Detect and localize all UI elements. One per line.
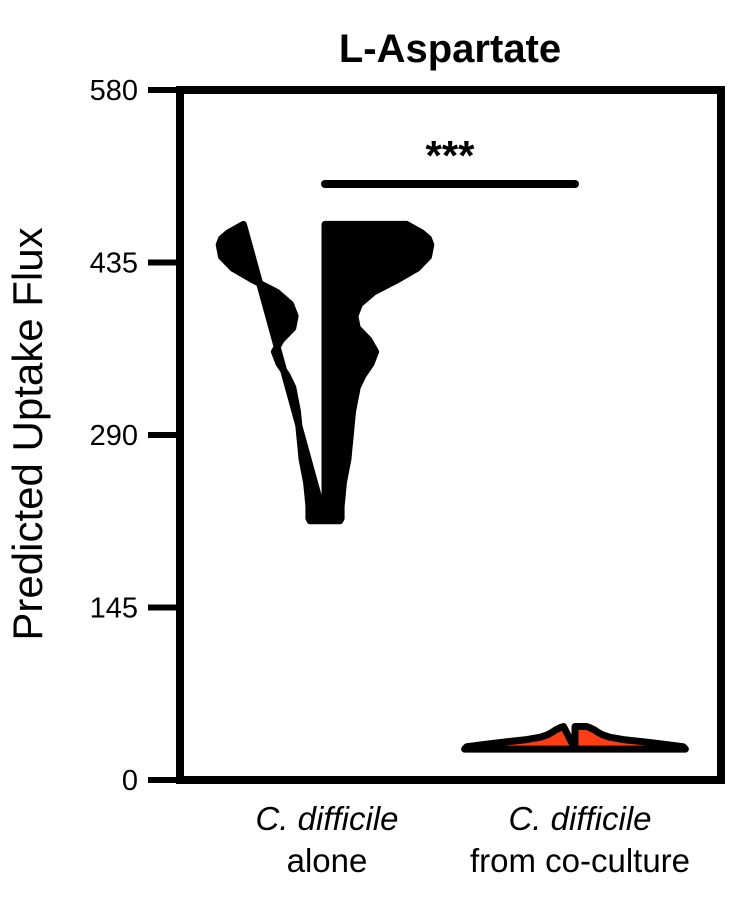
significance-label: ***: [425, 132, 475, 179]
y-tick-label: 0: [122, 765, 138, 797]
x-category-sublabel: from co-culture: [470, 842, 690, 879]
violins: [215, 220, 689, 753]
y-tick-label: 580: [90, 75, 138, 107]
x-category-label: C. difficile: [255, 800, 398, 837]
chart-title: L-Aspartate: [339, 27, 561, 71]
y-tick-label: 290: [90, 420, 138, 452]
violin-alone: [215, 220, 435, 525]
y-tick-label: 435: [90, 248, 138, 280]
violin-co-culture: [461, 722, 689, 753]
y-tick-label: 145: [90, 593, 138, 625]
x-category-sublabel: alone: [287, 842, 368, 879]
plot-frame: [176, 86, 725, 784]
y-axis-label: Predicted Uptake Flux: [4, 227, 51, 640]
x-axis-categories: C. difficile alone C. difficile from co-cul…: [255, 800, 690, 879]
y-axis: 580 435 290 145 0: [90, 75, 180, 797]
x-category-label: C. difficile: [508, 800, 651, 837]
